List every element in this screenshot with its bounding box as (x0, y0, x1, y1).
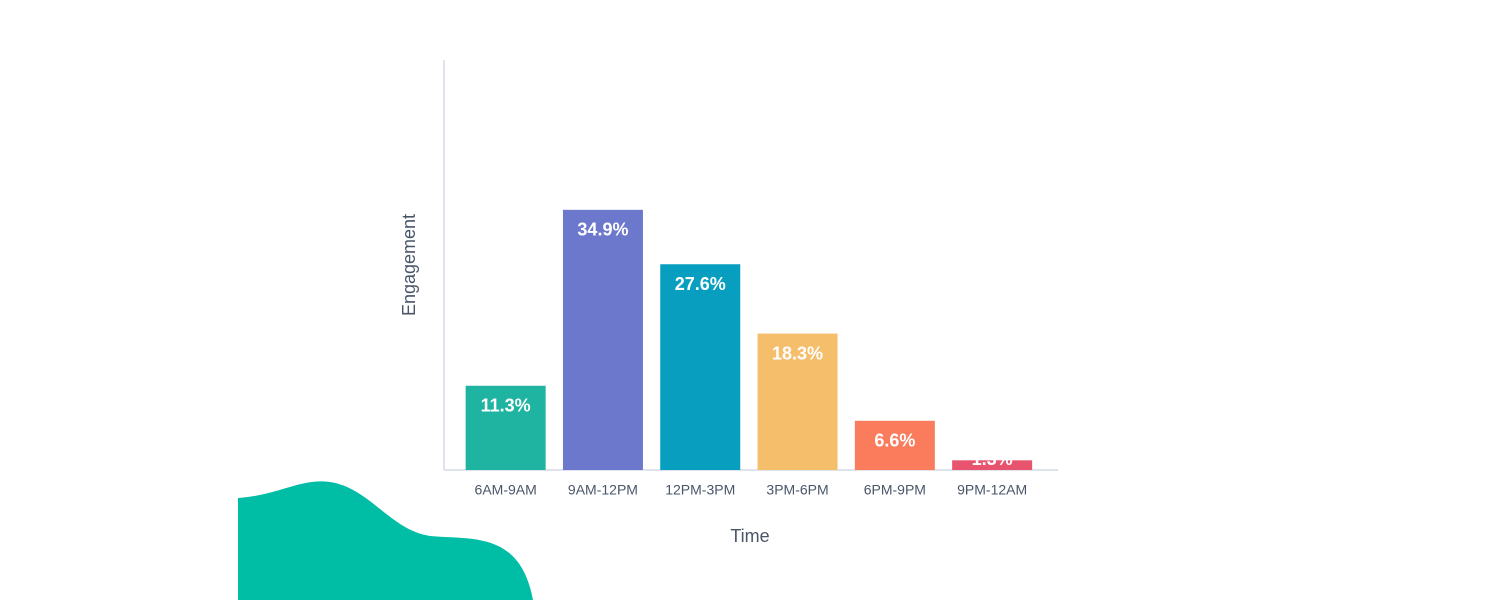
bar (562, 209, 643, 470)
bar (660, 264, 741, 470)
x-tick-label: 6AM-9AM (475, 482, 537, 498)
y-axis-title: Engagement (399, 214, 419, 316)
value-label: 27.6% (675, 274, 726, 294)
x-tick-label: 6PM-9PM (864, 482, 926, 498)
x-tick-label: 9AM-12PM (568, 482, 638, 498)
bar (757, 333, 838, 470)
bar (465, 385, 546, 470)
value-label: 34.9% (577, 220, 628, 240)
x-tick-label: 9PM-12AM (957, 482, 1027, 498)
x-tick-label: 12PM-3PM (665, 482, 735, 498)
value-label: 1.3% (972, 449, 1013, 469)
bar (952, 460, 1033, 470)
decorative-blob (238, 481, 533, 600)
x-axis-title: Time (730, 526, 769, 546)
value-label: 18.3% (772, 343, 823, 363)
value-label: 6.6% (874, 431, 915, 451)
value-label: 11.3% (481, 396, 531, 416)
bar (854, 420, 935, 470)
x-tick-label: 3PM-6PM (766, 482, 828, 498)
